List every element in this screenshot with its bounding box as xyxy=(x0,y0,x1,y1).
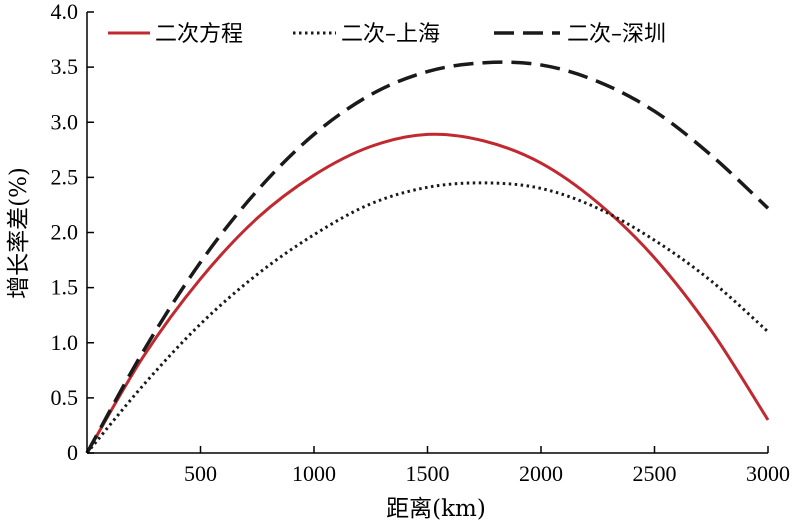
x-ticks: 500 1000 1500 2000 2500 3000 xyxy=(184,446,790,486)
y-tick-label: 4.0 xyxy=(51,0,79,24)
series-line-shenzhen xyxy=(85,60,770,454)
legend-label-shenzhen: 二次–深圳 xyxy=(567,22,666,47)
y-tick-label: 2.0 xyxy=(51,220,79,245)
legend: 二次方程 二次–上海 二次–深圳 xyxy=(108,22,666,47)
y-tick-label: 0 xyxy=(67,440,78,465)
x-tick-label: 1000 xyxy=(292,461,336,486)
series-line-shanghai xyxy=(85,181,770,454)
legend-label-quadratic: 二次方程 xyxy=(155,22,243,47)
x-axis-title: 距离(km) xyxy=(386,496,486,522)
x-tick-label: 500 xyxy=(184,461,217,486)
y-ticks: 0 0.5 1.0 1.5 2.0 2.5 3.0 3.5 4.0 xyxy=(51,0,94,465)
y-tick-label: 3.5 xyxy=(51,54,79,79)
y-tick-label: 1.5 xyxy=(51,275,79,300)
axes xyxy=(86,12,768,454)
x-tick-label: 2000 xyxy=(519,461,563,486)
y-tick-label: 0.5 xyxy=(51,385,79,410)
x-tick-label: 3000 xyxy=(746,461,790,486)
x-tick-label: 1500 xyxy=(406,461,450,486)
y-tick-label: 2.5 xyxy=(51,164,79,189)
x-tick-label: 2500 xyxy=(633,461,677,486)
y-tick-label: 1.0 xyxy=(51,330,79,355)
series-layer xyxy=(85,60,770,454)
legend-label-shanghai: 二次–上海 xyxy=(341,22,440,47)
y-axis-title: 增长率差(%) xyxy=(6,167,32,299)
series-line-quadratic xyxy=(85,132,770,454)
y-tick-label: 3.0 xyxy=(51,109,79,134)
